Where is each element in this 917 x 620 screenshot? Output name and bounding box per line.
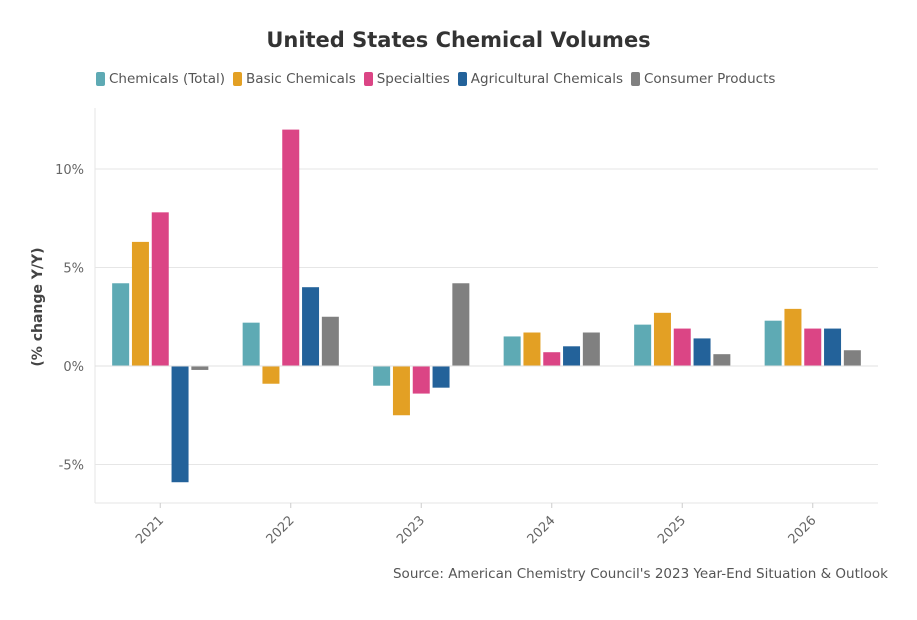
bar — [674, 329, 691, 366]
y-tick-label: 10% — [55, 163, 84, 178]
plot-area: -5% 0% 5% 10% 2021 2022 2023 2024 2025 2026 — [0, 0, 917, 620]
bar — [132, 242, 149, 366]
x-tick-label: 2023 — [394, 513, 428, 547]
x-tick-label: 2026 — [786, 513, 820, 547]
bar — [262, 366, 279, 384]
y-tick-label: 5% — [63, 262, 84, 277]
bar — [282, 130, 299, 366]
bar — [393, 366, 410, 415]
bar — [243, 323, 260, 366]
bar — [713, 354, 730, 366]
bar — [322, 317, 339, 366]
bar — [804, 329, 821, 366]
bar — [152, 212, 169, 366]
bar — [523, 333, 540, 366]
x-tick-label: 2024 — [525, 513, 559, 547]
bar — [654, 313, 671, 366]
bar — [824, 329, 841, 366]
bar — [504, 336, 521, 366]
bar — [784, 309, 801, 366]
bar — [563, 346, 580, 366]
bar — [452, 283, 469, 366]
x-tick-label: 2025 — [655, 513, 689, 547]
bar — [191, 366, 208, 370]
bar — [765, 321, 782, 366]
bar — [413, 366, 430, 394]
source-note: Source: American Chemistry Council's 202… — [393, 566, 888, 582]
x-tick-label: 2021 — [133, 513, 167, 547]
y-tick-label: 0% — [63, 360, 84, 375]
bar — [543, 352, 560, 366]
bar — [112, 283, 129, 366]
bar — [583, 333, 600, 366]
bar — [302, 287, 319, 366]
x-tick-label: 2022 — [264, 513, 298, 547]
bar — [172, 366, 189, 482]
bar — [694, 338, 711, 366]
bar — [373, 366, 390, 386]
bar — [634, 325, 651, 366]
bar — [844, 350, 861, 366]
y-tick-label: -5% — [59, 459, 84, 474]
bar — [433, 366, 450, 388]
